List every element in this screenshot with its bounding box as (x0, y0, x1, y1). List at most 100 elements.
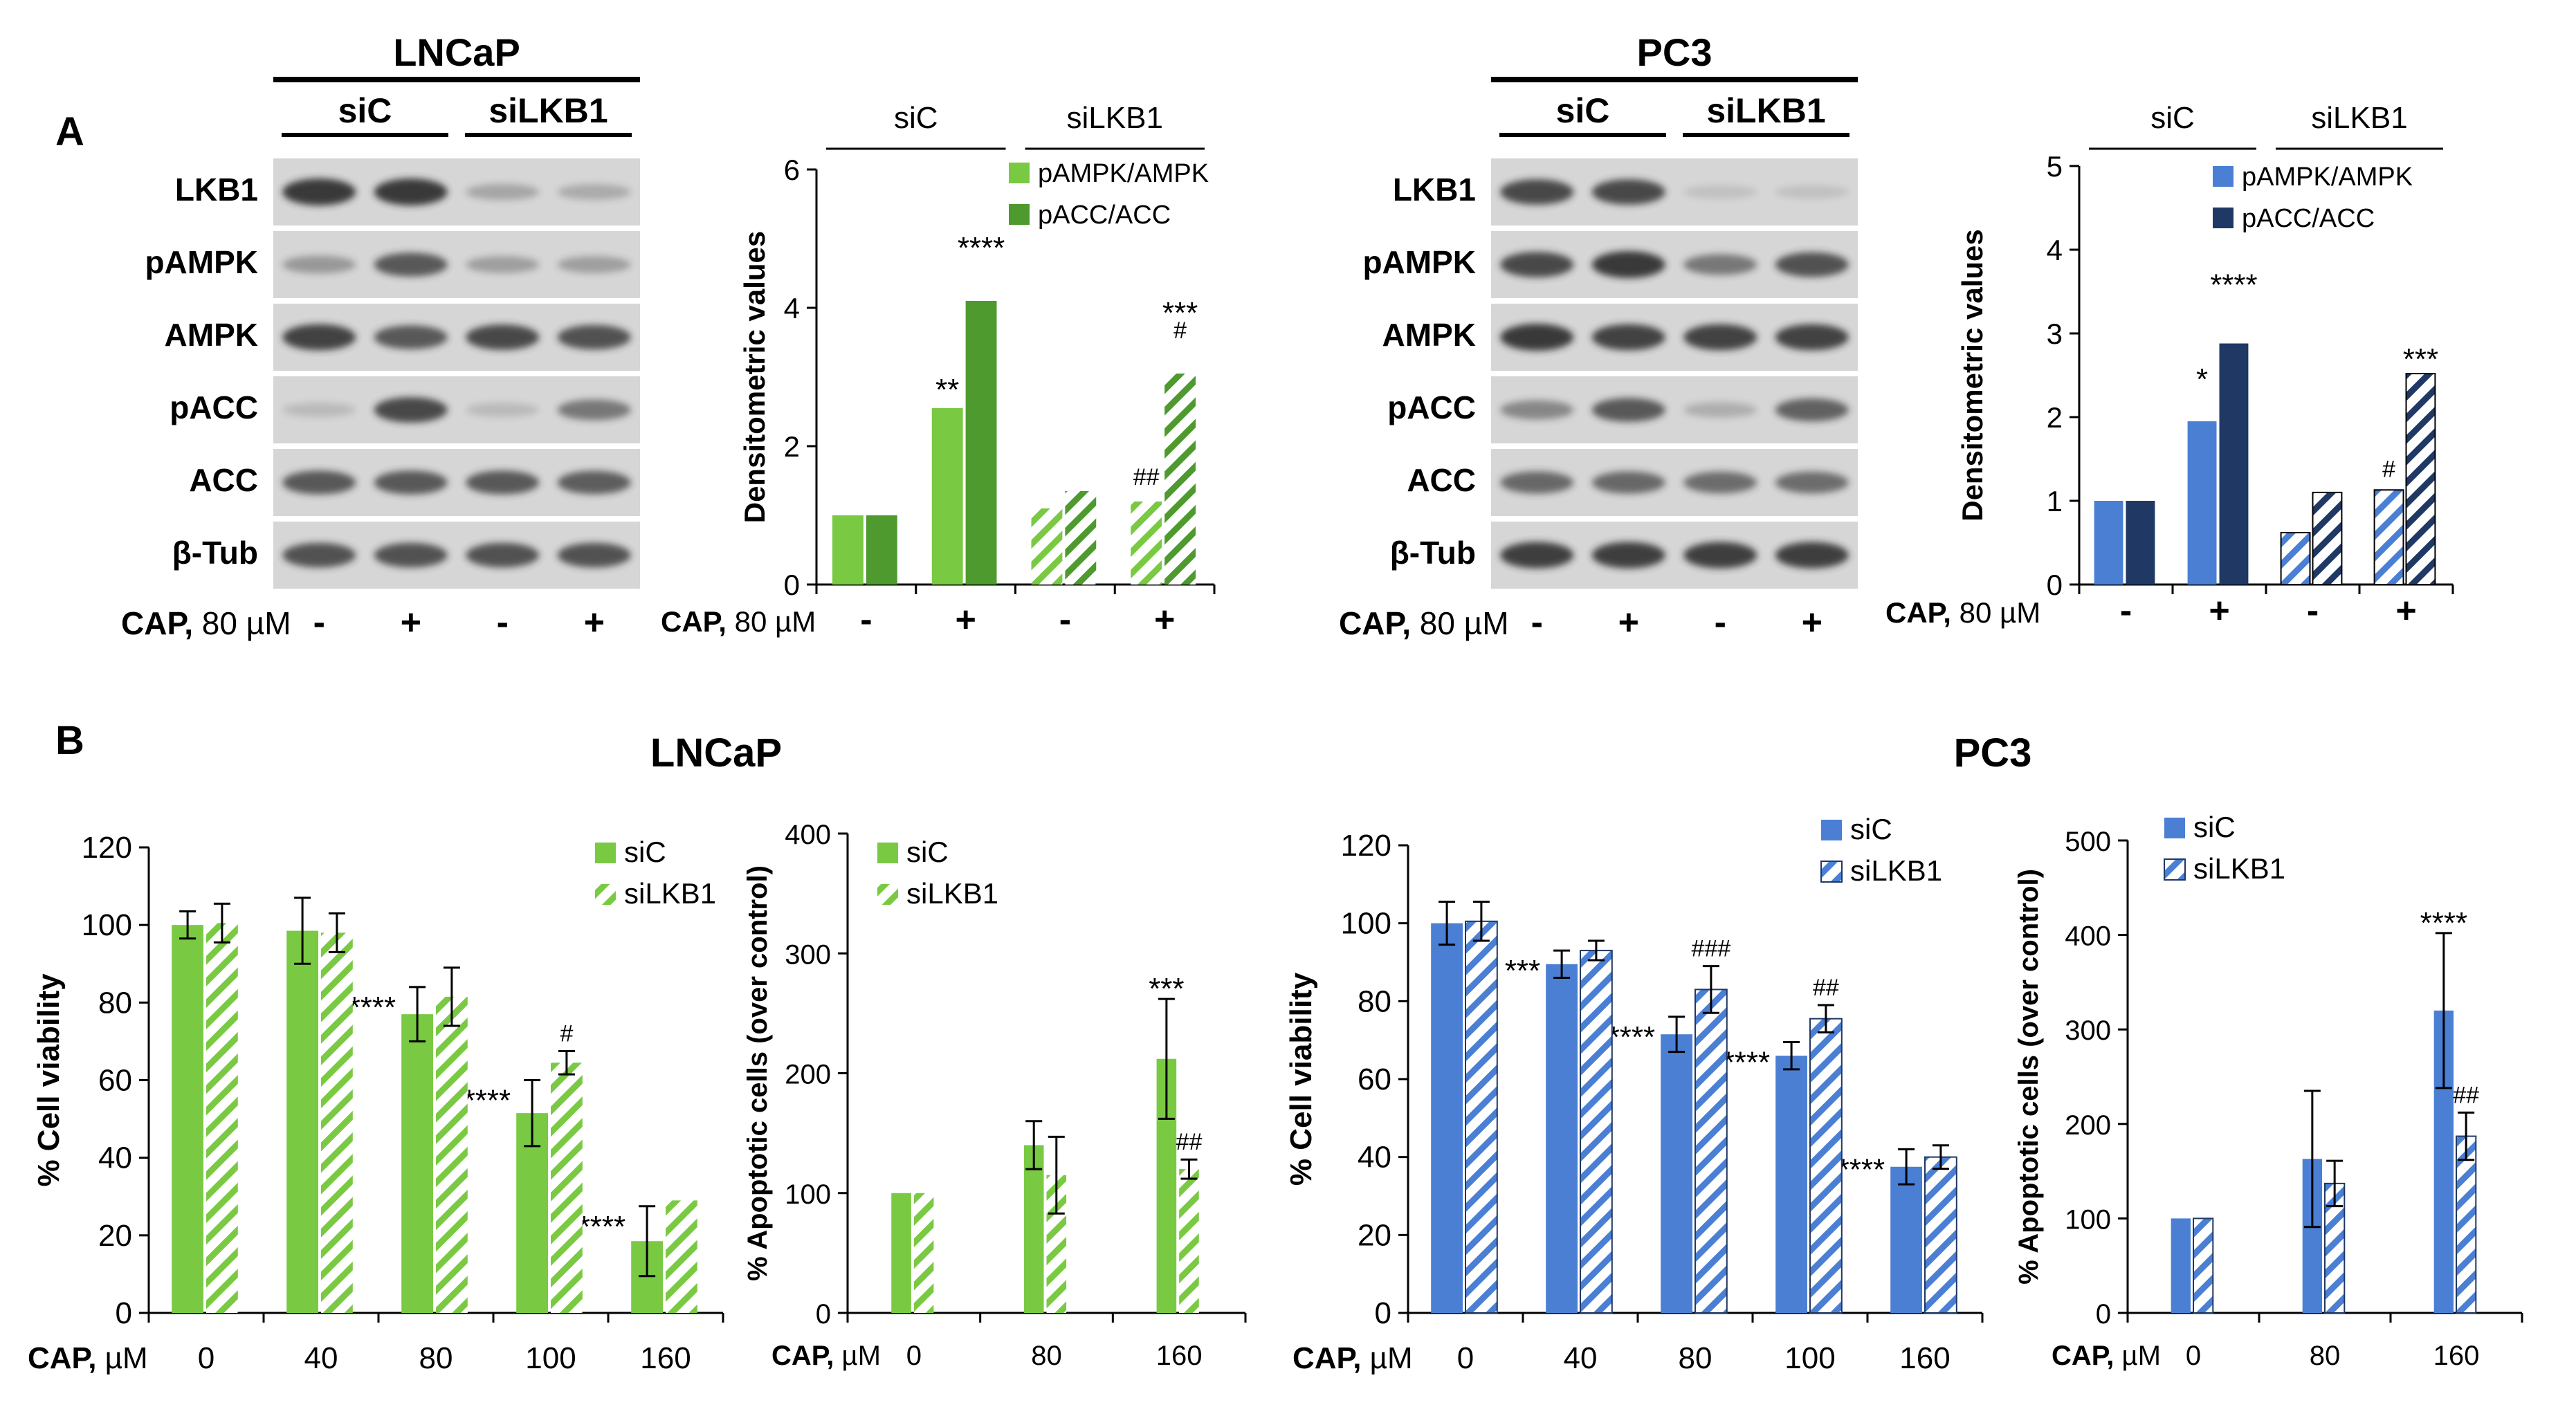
bar (1924, 1156, 1957, 1314)
significance-mark: *** (2403, 342, 2438, 376)
bar (1031, 508, 1063, 585)
x-tick-label: 80 (1031, 1341, 1062, 1371)
x-tick-label: 0 (1457, 1341, 1474, 1375)
blot-treatment-sign: - (1715, 603, 1726, 643)
y-tick-label: 400 (2065, 921, 2111, 952)
section-title-pc3: PC3 (1954, 730, 2032, 775)
blot-band (466, 183, 540, 201)
y-tick-label: 40 (1358, 1141, 1391, 1175)
western-blot-pc3: PC3 siC siLKB1 LKB1 pAMPK AMPK pACC ACC β-Tub CAP… (1339, 30, 1858, 643)
bar (1580, 950, 1613, 1314)
y-tick-label: 0 (116, 1296, 132, 1330)
legend-swatch (595, 884, 616, 905)
blot-band (1500, 179, 1574, 205)
y-tick-label: 20 (98, 1219, 132, 1253)
blot-treatment-sign: + (584, 603, 605, 643)
significance-mark: **** (1723, 1045, 1771, 1079)
significance-mark: **** (958, 231, 1005, 265)
significance-mark: # (1173, 318, 1187, 344)
legend-label: siC (1850, 813, 1892, 845)
y-axis-label: % Cell viability (32, 973, 66, 1187)
y-tick-label: 1 (2047, 485, 2063, 517)
blot-band (557, 470, 631, 495)
legend-label: pAMPK/AMPK (1038, 159, 1209, 188)
legend-swatch (877, 884, 898, 905)
y-tick-label: 80 (1358, 984, 1391, 1018)
significance-mark: *** (1149, 972, 1184, 1006)
blot-row-label: ACC (1407, 462, 1476, 498)
blot-band (282, 470, 356, 495)
blot-band (466, 542, 540, 568)
group-label: siLKB1 (1067, 101, 1163, 135)
x-axis-label: CAP, µM (2052, 1341, 2161, 1371)
legend-label: siLKB1 (2193, 852, 2285, 885)
significance-mark: ### (1692, 936, 1731, 962)
blot-band (1591, 179, 1665, 205)
blot-band (374, 178, 448, 205)
blot-band (1500, 252, 1574, 277)
bar (1695, 988, 1728, 1314)
blot-group-label: siLKB1 (1706, 91, 1825, 130)
x-tick-label: 160 (1156, 1341, 1203, 1371)
y-tick-label: 120 (82, 831, 132, 865)
blot-band (282, 324, 356, 351)
x-axis-label: CAP, µM (771, 1341, 881, 1371)
x-tick-label: + (955, 600, 976, 640)
blot-band (1775, 252, 1849, 277)
bar (965, 301, 997, 585)
x-tick-label: - (2307, 591, 2319, 631)
significance-mark: *** (1162, 296, 1198, 330)
bar (2312, 491, 2343, 586)
blot-treatment-label: CAP, 80 µM (1339, 605, 1509, 641)
y-axis-label: Densitometric values (738, 231, 771, 524)
y-tick-label: 0 (784, 569, 800, 601)
blot-band (1775, 324, 1849, 351)
bar (891, 1193, 911, 1313)
y-tick-label: 0 (816, 1299, 831, 1330)
x-tick-label: - (1059, 600, 1071, 640)
y-tick-label: 300 (2065, 1015, 2111, 1046)
group-label: siC (2150, 101, 2195, 135)
x-tick-label: 0 (906, 1341, 922, 1371)
legend-swatch (2213, 166, 2234, 187)
bar (866, 515, 897, 585)
y-tick-label: 80 (98, 986, 132, 1020)
bar (1465, 920, 1498, 1314)
blot-row-label: LKB1 (1393, 172, 1476, 208)
y-tick-label: 6 (784, 154, 800, 186)
significance-mark: **** (349, 991, 396, 1024)
bar (1809, 1018, 1843, 1314)
blot-title: PC3 (1637, 30, 1712, 74)
blot-band (1500, 400, 1574, 420)
blot-band (282, 542, 356, 568)
legend-label: siC (624, 836, 666, 868)
bar (1179, 1169, 1199, 1313)
y-tick-label: 4 (2047, 234, 2063, 266)
significance-mark: ## (1813, 975, 1839, 1001)
y-tick-label: 60 (1358, 1063, 1391, 1096)
bar (1164, 374, 1196, 585)
blot-row-label: LKB1 (175, 172, 258, 208)
y-tick-label: 60 (98, 1064, 132, 1098)
x-tick-label: 100 (1784, 1341, 1835, 1375)
blot-band (1591, 398, 1665, 422)
x-tick-label: 0 (198, 1341, 214, 1375)
blot-band (466, 403, 540, 417)
viability-chart-lncap: 0 20 40 60 80 100 120 % Cell viability **** **** *… (28, 831, 724, 1375)
bar (2126, 501, 2155, 585)
blot-treatment-sign: + (401, 603, 421, 643)
y-tick-label: 3 (2047, 318, 2063, 350)
legend-label: siLKB1 (1850, 854, 1942, 887)
y-tick-label: 40 (98, 1141, 132, 1175)
x-axis-label: CAP, 80 µM (661, 605, 816, 638)
bar (401, 1014, 433, 1313)
blot-row-label: AMPK (1382, 317, 1476, 353)
significance-mark: * (2196, 362, 2208, 396)
legend-label: pAMPK/AMPK (2242, 163, 2413, 192)
bar (2219, 343, 2249, 585)
blot-band (1500, 542, 1574, 569)
blot-treatment-sign: - (313, 603, 325, 643)
